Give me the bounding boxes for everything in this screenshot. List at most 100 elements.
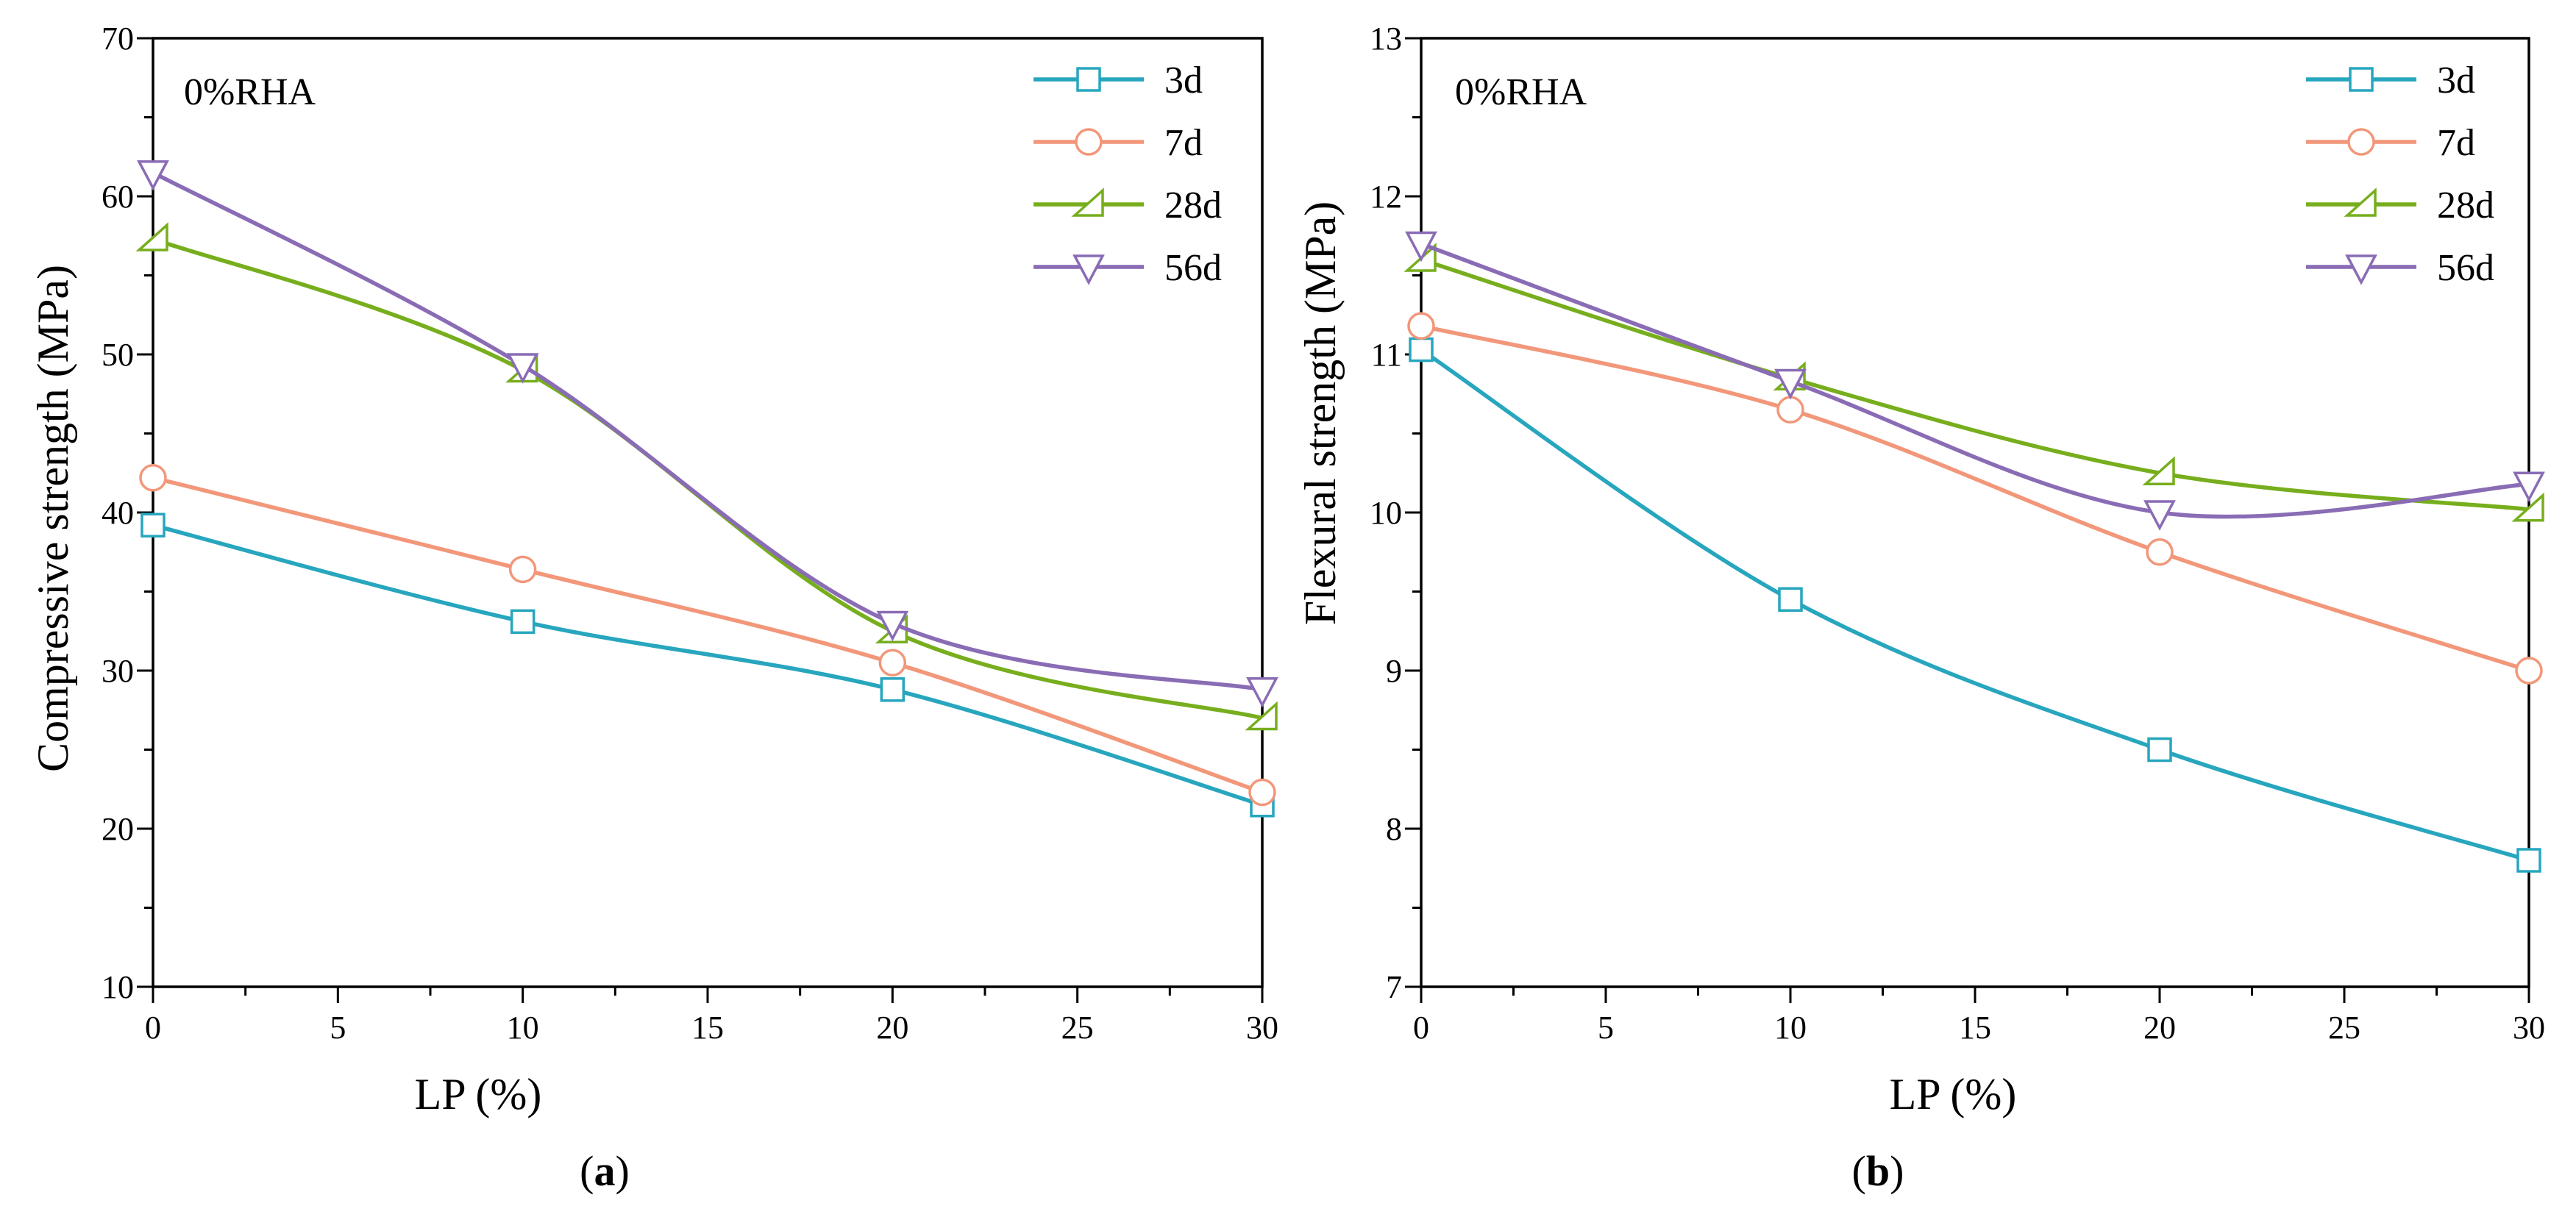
panel-a-series-line-3d <box>152 523 1263 807</box>
panel-b-y-tick-label: 12 <box>1370 179 1402 215</box>
panel-b-data-point-56d-20 <box>2143 500 2176 531</box>
panel-a-data-point-7d-10 <box>508 555 537 584</box>
panel-a-plot-area: 0 5 10 15 20 25 30 10 20 30 40 50 60 70 3d 7d 28d 56d <box>102 21 1278 1046</box>
panel-b-series-3d <box>1409 337 2541 873</box>
panel-a-data-point-3d-20 <box>880 677 905 702</box>
panel-a-x-tick-label: 10 <box>507 1010 539 1046</box>
panel-a-legend-item-3d: 3d <box>1033 60 1203 101</box>
panel-b-plot-area: 0 5 10 15 20 25 30 7 8 9 10 11 12 13 3d 7d 28d 56d <box>1370 21 2545 1046</box>
panel-a-legend-marker-7d <box>1075 128 1103 156</box>
panel-b-x-tick-label: 25 <box>2328 1010 2360 1046</box>
panel-b-series-56d <box>1405 231 2545 531</box>
panel-b-legend-marker-3d <box>2349 67 2374 92</box>
panel-a-series-56d <box>137 160 1278 708</box>
panel-a-series-3d <box>140 513 1275 818</box>
panel-b-legend-marker-7d <box>2347 128 2375 156</box>
panel-b-legend-item-56d: 56d <box>2306 247 2494 289</box>
panel-b-y-axis: 7 8 9 10 11 12 13 <box>1370 21 1421 1005</box>
panel-a-legend-marker-56d <box>1072 254 1105 285</box>
panel-a-legend-label-56d: 56d <box>1164 247 1222 289</box>
panel-b-plot-frame <box>1420 37 2530 988</box>
panel-a-legend-label-3d: 3d <box>1164 60 1203 101</box>
panel-a-legend-label-7d: 7d <box>1164 122 1203 164</box>
panel-b-y-tick-label: 11 <box>1371 337 1402 373</box>
panel-b-series-7d <box>1407 312 2543 685</box>
panel-b-data-point-7d-10 <box>1776 396 1804 424</box>
panel-b-annotation: 0%RHA <box>1455 71 1587 113</box>
panel-b-y-tick-label: 8 <box>1386 811 1402 847</box>
panel-b-x-tick-label: 5 <box>1598 1010 1614 1046</box>
panel-a-data-point-56d-30 <box>1246 677 1278 708</box>
panel-a-legend-marker-28d <box>1071 188 1104 217</box>
panel-a-annotation: 0%RHA <box>184 71 316 113</box>
panel-a-y-tick-label: 30 <box>102 653 134 689</box>
panel-a-y-axis: 10 20 30 40 50 60 70 <box>102 21 153 1005</box>
panel-a-legend-item-7d: 7d <box>1033 122 1203 164</box>
panel-b-data-point-28d-20 <box>2142 456 2175 485</box>
panel-a-series-line-28d <box>152 237 1263 721</box>
panel-b-data-point-7d-0 <box>1407 312 1435 340</box>
panel-a-data-point-56d-20 <box>876 610 909 642</box>
panel-a-data-point-7d-30 <box>1248 778 1276 807</box>
panel-a-y-tick-label: 50 <box>102 337 134 373</box>
panel-a-x-tick-label: 25 <box>1061 1010 1094 1046</box>
panel-a-y-tick-label: 10 <box>102 969 134 1005</box>
panel-b-label-open: ( <box>1852 1147 1866 1195</box>
panel-b-series-line-56d <box>1420 241 2530 519</box>
panel-b-x-tick-label: 10 <box>1774 1010 1807 1046</box>
panel-b-data-point-28d-30 <box>2511 492 2544 522</box>
panel-a-y-tick-label: 20 <box>102 811 134 847</box>
panel-a-x-tick-label: 20 <box>876 1010 908 1046</box>
panel-b-y-tick-label: 7 <box>1386 969 1402 1005</box>
panel-b-legend-label-7d: 7d <box>2437 122 2475 164</box>
panel-a-x-tick-label: 15 <box>691 1010 724 1046</box>
panel-b-label-letter: b <box>1866 1147 1890 1195</box>
panel-b-legend-marker-56d <box>2345 254 2377 285</box>
panel-a-legend-item-28d: 28d <box>1033 185 1222 226</box>
panel-a-y-tick-label: 60 <box>102 179 134 215</box>
panel-b-x-tick-label: 0 <box>1413 1010 1429 1046</box>
panel-a-x-axis: 0 5 10 15 20 25 30 <box>145 987 1278 1046</box>
panel-b-x-axis-title: LP (%) <box>1890 1070 2017 1118</box>
panel-b-data-point-56d-10 <box>1774 368 1807 400</box>
panel-b-y-axis-title: Flexural strength (MPa) <box>1296 201 1345 626</box>
panel-b-x-tick-label: 15 <box>1959 1010 1991 1046</box>
panel-a-label: (a) <box>580 1147 630 1195</box>
panel-a-legend-item-56d: 56d <box>1033 247 1222 289</box>
panel-b-legend-item-28d: 28d <box>2306 185 2494 226</box>
panel-b-data-point-3d-30 <box>2516 848 2541 873</box>
panel-a-y-axis-title: Compressive strength (MPa) <box>29 265 77 772</box>
panel-a-series-line-56d <box>152 171 1263 692</box>
panel-b-label: (b) <box>1852 1147 1904 1195</box>
panel-b-data-point-7d-30 <box>2515 657 2543 685</box>
panel-a-data-point-56d-0 <box>137 160 169 191</box>
panel-a-label-open: ( <box>580 1147 594 1195</box>
panel-a-data-point-7d-20 <box>878 649 907 676</box>
panel-a-series-line-7d <box>152 476 1263 795</box>
panel-b-data-point-3d-20 <box>2147 737 2172 763</box>
panel-b-data-point-7d-20 <box>2146 538 2174 566</box>
panel-b-data-point-56d-0 <box>1405 231 1437 263</box>
panel-a-label-letter: a <box>594 1147 616 1195</box>
panel-a-data-point-3d-10 <box>510 609 536 635</box>
panel-b-x-axis: 0 5 10 15 20 25 30 <box>1413 987 2545 1046</box>
panel-b-y-tick-label: 10 <box>1370 495 1402 531</box>
panel-a-y-tick-label: 40 <box>102 495 134 531</box>
panel-b-legend: 3d 7d 28d 56d <box>2306 60 2494 289</box>
panel-b-data-point-56d-30 <box>2513 471 2545 503</box>
panel-b-x-tick-label: 20 <box>2143 1010 2176 1046</box>
panel-a-legend: 3d 7d 28d 56d <box>1033 60 1222 289</box>
panel-b-series-line-3d <box>1420 348 2530 863</box>
panel-b-legend-label-28d: 28d <box>2437 185 2494 226</box>
panel-a-data-point-56d-10 <box>506 353 539 384</box>
panel-a-x-axis-title: LP (%) <box>415 1070 542 1118</box>
panel-a-compressive-strength: 0 5 10 15 20 25 30 10 20 30 40 50 60 70 3d 7d 28d 56d 0%R… <box>29 21 1278 1195</box>
panel-a-plot-frame <box>152 37 1264 988</box>
panel-a-legend-label-28d: 28d <box>1164 185 1222 226</box>
panel-b-legend-label-56d: 56d <box>2437 247 2494 289</box>
panel-b-data-point-3d-10 <box>1778 587 1803 612</box>
panel-a-label-close: ) <box>616 1147 630 1195</box>
panel-b-series-line-28d <box>1420 257 2530 512</box>
panel-a-data-point-3d-0 <box>140 513 166 538</box>
